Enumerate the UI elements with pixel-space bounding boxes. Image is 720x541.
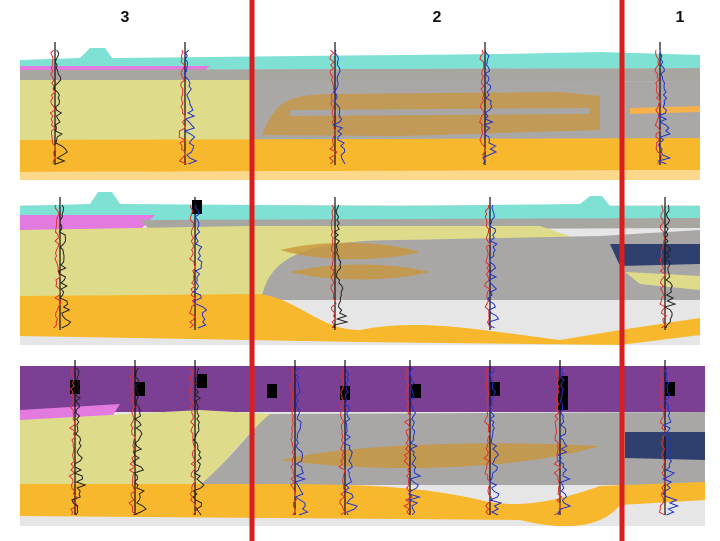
layer-orange-stripe: [630, 106, 700, 114]
log-curve: [331, 49, 346, 165]
lens-brown: [280, 242, 420, 260]
layer-purple: [20, 366, 705, 412]
layer-orange: [20, 138, 700, 172]
marker: [197, 374, 207, 388]
marker: [135, 382, 145, 396]
lens-brown: [280, 443, 600, 469]
log-curve: [183, 49, 198, 165]
log-curve: [49, 49, 56, 165]
log-curve: [192, 204, 208, 329]
log-curve: [333, 204, 349, 329]
marker: [558, 376, 568, 410]
panel-middle: [20, 192, 700, 345]
layer-pink: [20, 215, 155, 232]
log-curve: [407, 367, 422, 516]
log-curve: [330, 204, 337, 329]
log-curve: [557, 367, 572, 516]
layer-cyan: [20, 192, 700, 220]
layer-gray-stripe: [290, 108, 590, 116]
layer-khaki: [625, 272, 700, 290]
log-curve: [654, 49, 662, 165]
lens-brown: [290, 264, 430, 280]
log-curve: [661, 367, 680, 516]
layer-gray: [20, 68, 700, 82]
log-curve: [189, 367, 199, 516]
well-logs: [49, 42, 680, 516]
layer-navy: [610, 244, 700, 266]
layer-khaki: [20, 410, 270, 485]
log-curve: [488, 367, 503, 516]
log-curve: [483, 367, 494, 516]
marker: [490, 382, 500, 396]
log-curve: [192, 367, 205, 516]
marker: [192, 200, 202, 214]
layer-cyan: [20, 48, 700, 70]
log-curve: [658, 367, 667, 516]
log-curve: [328, 49, 338, 165]
layer-light-orange: [20, 170, 700, 180]
layer-orange: [20, 294, 700, 345]
panel-top: [20, 48, 700, 180]
log-curve: [53, 49, 68, 165]
log-curve: [133, 367, 147, 516]
log-curve: [663, 204, 677, 329]
zone-label: 3: [121, 9, 130, 26]
log-curve: [58, 204, 72, 329]
log-curve: [656, 49, 672, 165]
log-curve: [289, 367, 297, 516]
log-curve: [71, 367, 87, 516]
marker: [665, 382, 675, 396]
zone-label: 2: [433, 9, 442, 26]
log-curve: [484, 204, 493, 329]
log-curve: [343, 367, 358, 516]
log-curve: [53, 204, 62, 329]
log-curve: [294, 367, 309, 516]
log-curve: [68, 367, 78, 516]
layer-khaki: [20, 226, 250, 300]
log-curve: [128, 367, 138, 516]
log-curve: [487, 204, 500, 329]
log-curve: [482, 49, 498, 165]
log-curve: [479, 49, 487, 165]
log-curve: [553, 367, 563, 516]
marker: [411, 384, 421, 398]
log-curve: [403, 367, 413, 516]
zone-label: 1: [676, 9, 685, 26]
log-curve: [188, 204, 197, 329]
log-curve: [178, 49, 188, 165]
marker: [267, 384, 277, 398]
